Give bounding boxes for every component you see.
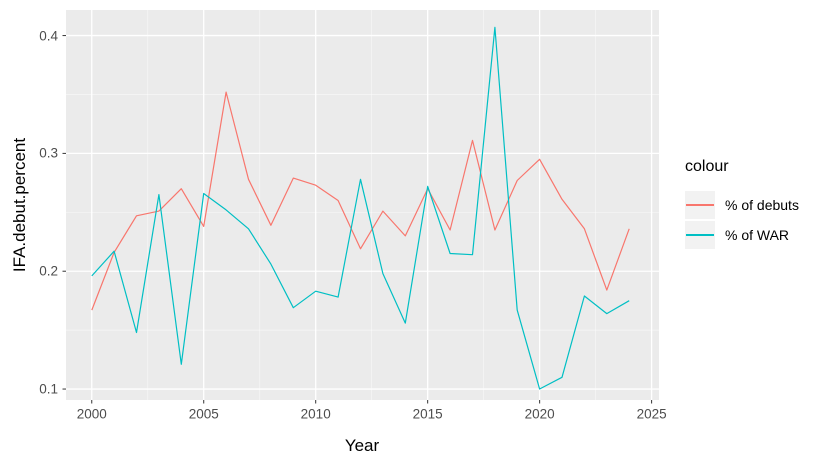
- y-tick-label: 0.4: [39, 27, 58, 43]
- legend: colour % of debuts % of WAR: [685, 158, 799, 250]
- x-tick-label: 2015: [412, 406, 443, 422]
- y-tick-label: 0.3: [39, 145, 58, 161]
- x-tick-label: 2000: [76, 406, 107, 422]
- legend-key-war: [685, 220, 715, 249]
- panel-background: [66, 10, 659, 400]
- legend-item-war: % of WAR: [685, 220, 799, 249]
- x-tick-label: 2005: [188, 406, 219, 422]
- debuts-line-sample-icon: [686, 203, 714, 206]
- legend-label-debuts: % of debuts: [725, 196, 799, 213]
- x-tick-label: 2010: [300, 406, 331, 422]
- x-tick-label: 2020: [524, 406, 555, 422]
- war-line-sample-icon: [686, 233, 714, 236]
- y-tick-label: 0.1: [39, 381, 58, 397]
- legend-title: colour: [685, 158, 729, 175]
- series-line-1: [91, 26, 630, 390]
- legend-item-debuts: % of debuts: [685, 190, 799, 219]
- legend-key-debuts: [685, 190, 715, 219]
- y-tick-label: 0.2: [39, 263, 58, 279]
- y-axis-title: IFA.debut.percent: [10, 137, 29, 273]
- legend-label-war: % of WAR: [725, 226, 790, 243]
- x-tick-label: 2025: [636, 406, 667, 422]
- series-line-0: [91, 91, 630, 311]
- x-axis-title: Year: [344, 436, 380, 455]
